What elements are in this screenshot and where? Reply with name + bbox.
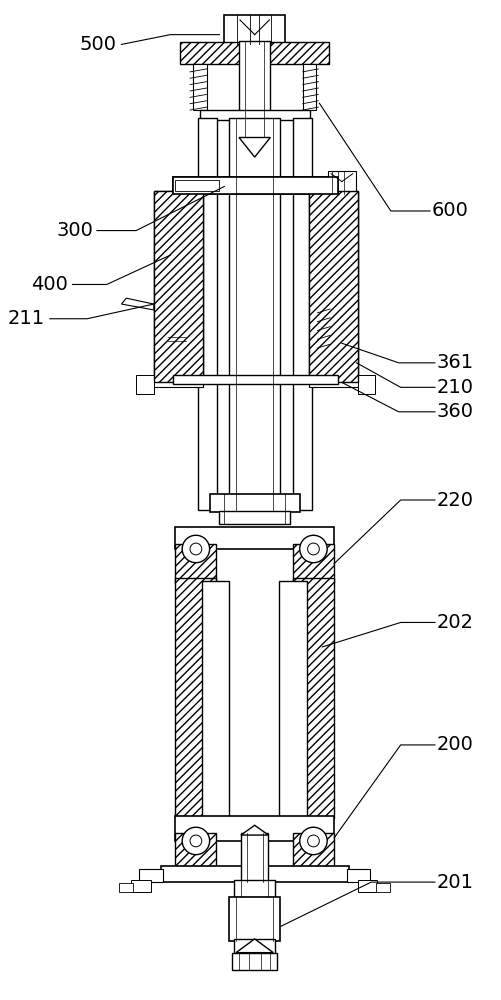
Bar [175,180,219,191]
Bar [303,64,317,110]
Text: 300: 300 [56,221,93,240]
Bar [313,211,344,363]
Text: 360: 360 [437,402,474,421]
Bar [193,64,207,110]
Bar [219,511,290,524]
Bar [119,883,133,892]
Text: 210: 210 [437,378,474,397]
Polygon shape [241,825,269,835]
Text: 202: 202 [437,613,474,632]
Bar [136,375,154,394]
Bar [229,118,280,510]
Text: 220: 220 [437,491,474,510]
Bar [154,191,203,382]
Text: 201: 201 [437,873,474,892]
Bar [198,118,217,510]
Bar [173,177,338,194]
Bar [168,333,186,345]
Bar [293,578,334,818]
Bar [241,833,269,882]
Circle shape [308,543,319,555]
Bar [358,880,377,892]
Bar [229,897,280,941]
Bar [293,118,313,510]
Circle shape [190,543,202,555]
Bar [239,41,271,138]
Text: 211: 211 [8,309,45,328]
Bar [209,494,300,512]
Bar [175,816,334,841]
Polygon shape [121,298,154,310]
Bar [293,544,334,583]
Circle shape [190,835,202,847]
Bar [313,299,334,353]
Bar [200,110,310,120]
Bar [224,15,285,44]
Bar [161,866,349,882]
Bar [175,833,216,867]
Circle shape [308,835,319,847]
Bar [175,544,216,583]
Bar [358,375,375,394]
Bar [309,191,358,382]
Bar [293,833,334,867]
Bar [139,869,163,882]
Bar [146,376,203,387]
Bar [347,869,370,882]
Bar [232,953,277,970]
Bar [173,177,338,194]
Bar [154,191,203,382]
Text: 200: 200 [437,735,474,754]
Bar [131,880,151,892]
Text: 600: 600 [432,201,469,220]
Bar [328,171,356,194]
Polygon shape [239,138,271,157]
Circle shape [182,827,209,855]
Bar [180,42,329,64]
Bar [309,191,358,382]
Bar [279,581,307,818]
Circle shape [182,535,209,563]
Bar [202,581,229,818]
Text: 500: 500 [80,35,117,54]
Polygon shape [236,939,274,953]
Bar [173,375,338,384]
Circle shape [300,535,327,563]
Bar [309,376,365,387]
Bar [175,578,216,818]
Text: 361: 361 [437,353,474,372]
Bar [376,883,390,892]
Circle shape [300,827,327,855]
Text: 400: 400 [31,275,68,294]
Bar [234,880,275,897]
Bar [168,211,198,363]
Bar [175,527,334,549]
Bar [234,939,275,956]
